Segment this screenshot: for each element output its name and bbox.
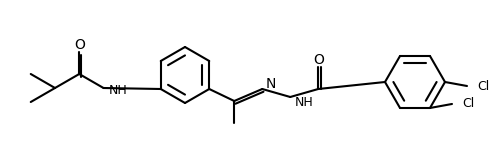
Text: NH: NH [108, 84, 127, 97]
Text: O: O [313, 53, 324, 67]
Text: Cl: Cl [477, 80, 489, 93]
Text: O: O [74, 38, 85, 52]
Text: NH: NH [295, 95, 314, 108]
Text: N: N [265, 77, 276, 91]
Text: Cl: Cl [462, 97, 474, 110]
